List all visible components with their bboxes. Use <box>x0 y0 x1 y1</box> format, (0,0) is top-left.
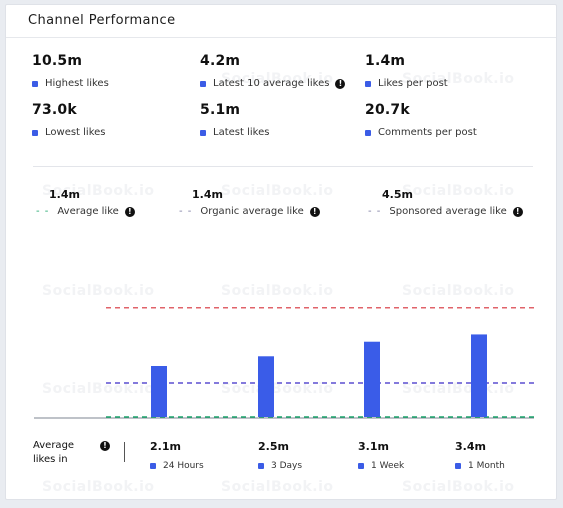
bullet-icon <box>365 129 371 136</box>
bullet-icon <box>32 80 38 87</box>
info-icon[interactable]: ! <box>335 78 346 89</box>
period-1-month: 3.4m 1 Month <box>455 440 505 471</box>
bullet-icon <box>358 463 364 469</box>
legend-value: 4.5m <box>382 188 413 201</box>
stat-label: Highest likes <box>45 78 109 89</box>
stat-label: Latest 10 average likes <box>213 78 330 89</box>
average-likes-bar-chart <box>34 306 534 419</box>
stat-label: Comments per post <box>378 127 477 138</box>
legend-value: 1.4m <box>192 188 223 201</box>
period-value: 3.1m <box>358 440 389 453</box>
legend-label: Average like <box>57 206 119 217</box>
dashed-line-icon: - - <box>368 206 382 217</box>
period-24-hours: 2.1m 24 Hours <box>150 440 204 471</box>
period-1-week: 3.1m 1 Week <box>358 440 404 471</box>
watermark: SocialBook.io <box>402 71 515 87</box>
period-value: 3.4m <box>455 440 486 453</box>
stat-latest-likes: 5.1m Latest likes <box>200 102 269 138</box>
period-label: 3 Days <box>271 461 303 471</box>
period-3-days: 2.5m 3 Days <box>258 440 302 471</box>
channel-performance-card: Channel Performance SocialBook.io Social… <box>5 4 557 500</box>
bullet-icon <box>200 129 206 136</box>
stat-highest-likes: 10.5m Highest likes <box>32 53 109 89</box>
info-icon[interactable]: ! <box>512 206 523 217</box>
bullet-icon <box>365 80 371 87</box>
bar-24-hours[interactable] <box>151 366 167 417</box>
watermark: SocialBook.io <box>42 283 155 299</box>
bar-1-week[interactable] <box>364 341 380 417</box>
watermark: SocialBook.io <box>42 381 155 397</box>
stat-label: Likes per post <box>378 78 448 89</box>
watermark: SocialBook.io <box>221 283 334 299</box>
bullet-icon <box>32 129 38 136</box>
stat-value: 73.0k <box>32 102 77 118</box>
average-likes-label: Average likes in <box>33 440 75 465</box>
stat-value: 5.1m <box>200 102 241 118</box>
stat-value: 1.4m <box>365 53 406 69</box>
stat-label: Latest likes <box>213 127 270 138</box>
dashed-line-icon: - - <box>179 206 193 217</box>
legend-label: Organic average like <box>200 206 304 217</box>
legend-label: Sponsored average like <box>389 206 507 217</box>
stat-value: 20.7k <box>365 102 410 118</box>
stat-likes-per-post: 1.4m Likes per post <box>365 53 448 89</box>
stat-comments-per-post: 20.7k Comments per post <box>365 102 477 138</box>
period-label: 1 Month <box>468 461 505 471</box>
stat-latest-10-average-likes: 4.2m Latest 10 average likes! <box>200 53 346 89</box>
watermark: SocialBook.io <box>42 479 155 495</box>
bullet-icon <box>455 463 461 469</box>
section-divider <box>33 166 533 167</box>
period-value: 2.5m <box>258 440 289 453</box>
watermark: SocialBook.io <box>221 479 334 495</box>
card-header: Channel Performance <box>6 5 556 38</box>
bullet-icon <box>258 463 264 469</box>
stat-label: Lowest likes <box>45 127 106 138</box>
stat-lowest-likes: 73.0k Lowest likes <box>32 102 106 138</box>
info-icon[interactable]: ! <box>309 206 320 217</box>
watermark: SocialBook.io <box>221 183 334 199</box>
bullet-icon <box>150 463 156 469</box>
vertical-divider <box>124 442 125 462</box>
watermark: SocialBook.io <box>402 479 515 495</box>
stat-value: 4.2m <box>200 53 241 69</box>
bar-3-days[interactable] <box>258 356 274 417</box>
bar-1-month[interactable] <box>471 334 487 417</box>
period-label: 1 Week <box>371 461 405 471</box>
watermark: SocialBook.io <box>402 183 515 199</box>
watermark: SocialBook.io <box>221 71 334 87</box>
period-label: 24 Hours <box>163 461 204 471</box>
stat-value: 10.5m <box>32 53 83 69</box>
legend-sponsored-average-like: 4.5m - - Sponsored average like! <box>368 188 523 217</box>
bullet-icon <box>200 80 206 87</box>
legend-value: 1.4m <box>49 188 80 201</box>
period-value: 2.1m <box>150 440 181 453</box>
watermark: SocialBook.io <box>42 183 155 199</box>
info-icon[interactable]: ! <box>100 441 110 451</box>
info-icon[interactable]: ! <box>124 206 135 217</box>
legend-average-like: 1.4m - - Average like! <box>36 188 135 217</box>
watermark: SocialBook.io <box>221 381 334 397</box>
card-title: Channel Performance <box>28 13 176 28</box>
legend-organic-average-like: 1.4m - - Organic average like! <box>179 188 320 217</box>
dashed-line-icon: - - <box>36 206 50 217</box>
watermark: SocialBook.io <box>402 283 515 299</box>
